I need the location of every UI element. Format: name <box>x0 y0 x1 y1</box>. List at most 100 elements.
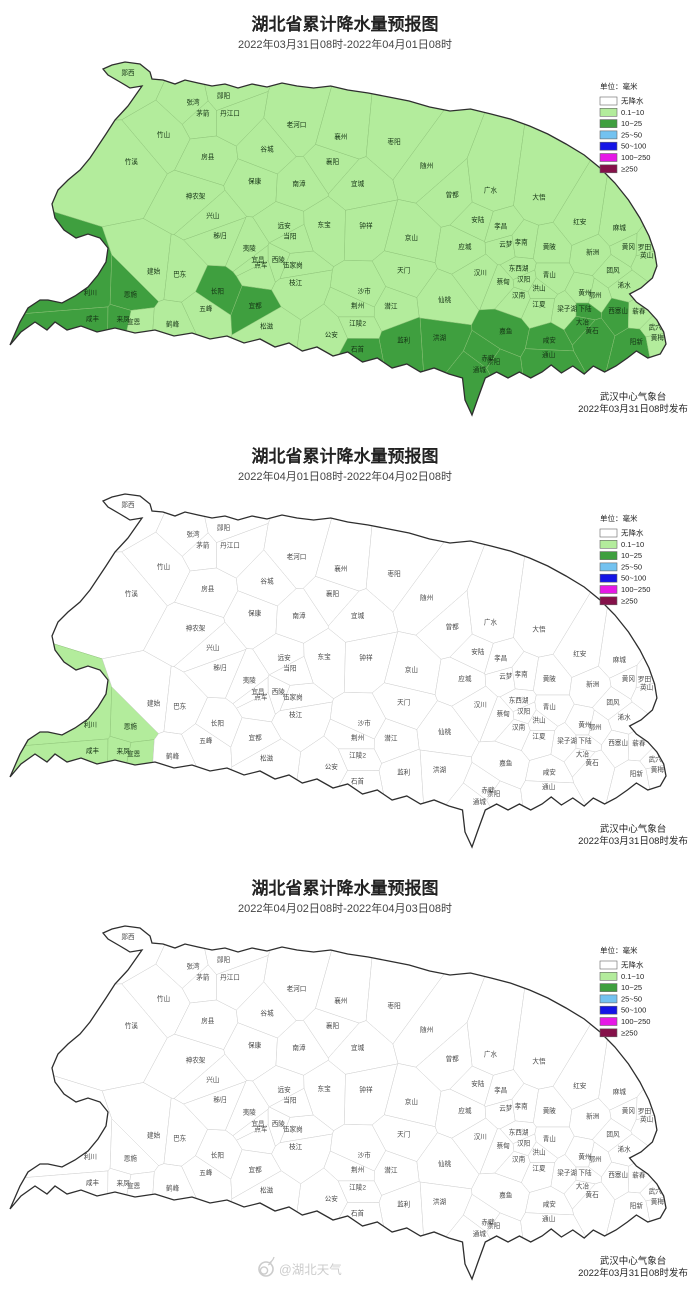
svg-text:伍家岗: 伍家岗 <box>283 693 303 702</box>
svg-text:老河口: 老河口 <box>287 120 307 129</box>
svg-text:南漳: 南漳 <box>292 1043 306 1052</box>
svg-text:汉南: 汉南 <box>512 722 526 731</box>
svg-text:浠水: 浠水 <box>618 1145 632 1154</box>
svg-text:100~250: 100~250 <box>621 585 650 594</box>
svg-text:沙市: 沙市 <box>358 719 372 728</box>
svg-text:江夏: 江夏 <box>532 1164 546 1172</box>
svg-text:东西湖: 东西湖 <box>509 263 529 272</box>
svg-text:钟祥: 钟祥 <box>359 221 373 230</box>
svg-text:利川: 利川 <box>84 1152 97 1161</box>
svg-text:无降水: 无降水 <box>621 96 644 106</box>
svg-text:宜都: 宜都 <box>249 733 263 742</box>
svg-text:京山: 京山 <box>405 665 418 674</box>
svg-text:黄冈: 黄冈 <box>622 242 635 251</box>
svg-text:英山: 英山 <box>640 1114 653 1123</box>
svg-text:公安: 公安 <box>325 762 339 771</box>
svg-text:洪湖: 洪湖 <box>433 1197 447 1206</box>
svg-text:通城: 通城 <box>473 365 487 374</box>
svg-text:西塞山: 西塞山 <box>608 306 628 315</box>
svg-text:郧阳: 郧阳 <box>217 955 230 964</box>
svg-text:咸安: 咸安 <box>543 335 557 344</box>
svg-text:黄梅: 黄梅 <box>651 333 665 342</box>
svg-text:宜都: 宜都 <box>249 301 263 310</box>
svg-text:团风: 团风 <box>606 1131 620 1139</box>
svg-text:2022年04月01日08时-2022年04月02日08时: 2022年04月01日08时-2022年04月02日08时 <box>238 469 452 483</box>
svg-text:宜都: 宜都 <box>249 1165 263 1174</box>
svg-text:50~100: 50~100 <box>621 574 646 583</box>
svg-text:浠水: 浠水 <box>618 281 632 290</box>
svg-text:孝南: 孝南 <box>515 669 529 678</box>
svg-text:当阳: 当阳 <box>283 664 296 673</box>
svg-text:江陵2: 江陵2 <box>349 1183 366 1192</box>
svg-text:25~50: 25~50 <box>621 562 642 571</box>
svg-text:荆州: 荆州 <box>351 301 364 310</box>
svg-text:天门: 天门 <box>397 1130 410 1139</box>
svg-text:谷城: 谷城 <box>260 145 274 154</box>
svg-text:建始: 建始 <box>147 698 161 707</box>
svg-text:夷陵: 夷陵 <box>243 675 257 684</box>
svg-text:远安: 远安 <box>278 221 292 230</box>
svg-text:崇阳: 崇阳 <box>487 357 500 366</box>
svg-text:英山: 英山 <box>640 682 653 691</box>
svg-text:襄州: 襄州 <box>334 564 347 573</box>
svg-text:梁子湖: 梁子湖 <box>557 1168 577 1177</box>
svg-text:黄陂: 黄陂 <box>543 242 557 251</box>
svg-text:宜城: 宜城 <box>351 611 365 620</box>
svg-text:云梦: 云梦 <box>499 241 513 249</box>
svg-text:石首: 石首 <box>351 344 365 353</box>
svg-text:红安: 红安 <box>573 649 587 658</box>
svg-text:曾都: 曾都 <box>446 1054 460 1063</box>
svg-text:江夏: 江夏 <box>532 300 546 308</box>
svg-text:仙桃: 仙桃 <box>438 295 452 304</box>
svg-text:孝昌: 孝昌 <box>494 1087 507 1095</box>
svg-text:松滋: 松滋 <box>260 754 274 763</box>
svg-text:汉阳: 汉阳 <box>517 1139 530 1148</box>
svg-text:枣阳: 枣阳 <box>388 1001 401 1010</box>
svg-text:10~25: 10~25 <box>621 119 642 128</box>
svg-text:曾都: 曾都 <box>446 622 460 631</box>
svg-text:郧西: 郧西 <box>121 501 135 509</box>
svg-text:大悟: 大悟 <box>532 192 546 201</box>
svg-text:青山: 青山 <box>543 702 556 711</box>
svg-text:来凤: 来凤 <box>117 748 131 756</box>
svg-text:枝江: 枝江 <box>289 710 303 719</box>
svg-text:点军: 点军 <box>254 694 268 702</box>
svg-text:东西湖: 东西湖 <box>509 695 529 704</box>
svg-text:黄石: 黄石 <box>586 326 600 335</box>
svg-text:秭归: 秭归 <box>213 1095 226 1104</box>
svg-text:保康: 保康 <box>248 177 262 186</box>
svg-text:郧西: 郧西 <box>121 69 135 77</box>
svg-text:黄陂: 黄陂 <box>543 1106 557 1115</box>
svg-text:洪山: 洪山 <box>532 284 545 293</box>
svg-text:汉阳: 汉阳 <box>517 275 530 284</box>
svg-text:通山: 通山 <box>542 782 555 791</box>
svg-text:罗田: 罗田 <box>638 244 651 252</box>
svg-text:兴山: 兴山 <box>206 211 219 220</box>
svg-text:恩施: 恩施 <box>124 290 138 299</box>
svg-text:0.1~10: 0.1~10 <box>621 540 644 549</box>
svg-text:老河口: 老河口 <box>287 552 307 561</box>
svg-text:京山: 京山 <box>405 233 418 242</box>
svg-text:汉南: 汉南 <box>512 290 526 299</box>
svg-text:团风: 团风 <box>606 267 620 275</box>
svg-text:竹溪: 竹溪 <box>125 1021 139 1030</box>
svg-text:2022年03月31日08时发布: 2022年03月31日08时发布 <box>578 835 688 847</box>
svg-text:宜城: 宜城 <box>351 1043 365 1052</box>
svg-text:巴东: 巴东 <box>173 701 187 710</box>
svg-text:襄阳: 襄阳 <box>326 157 339 166</box>
svg-text:潜江: 潜江 <box>384 302 398 311</box>
svg-text:恩施: 恩施 <box>124 722 138 731</box>
svg-text:建始: 建始 <box>147 266 161 275</box>
svg-text:夷陵: 夷陵 <box>243 1107 257 1116</box>
svg-text:点军: 点军 <box>254 262 268 270</box>
svg-text:监利: 监利 <box>397 335 411 344</box>
svg-text:张湾: 张湾 <box>186 530 200 539</box>
svg-text:保康: 保康 <box>248 1041 262 1050</box>
svg-text:荆州: 荆州 <box>351 1165 364 1174</box>
svg-text:张湾: 张湾 <box>186 98 200 107</box>
svg-text:汉川: 汉川 <box>474 1133 487 1141</box>
svg-text:当阳: 当阳 <box>283 1096 296 1105</box>
svg-text:鹤峰: 鹤峰 <box>166 1184 180 1193</box>
svg-text:五峰: 五峰 <box>199 1168 213 1177</box>
svg-text:应城: 应城 <box>458 1106 472 1115</box>
